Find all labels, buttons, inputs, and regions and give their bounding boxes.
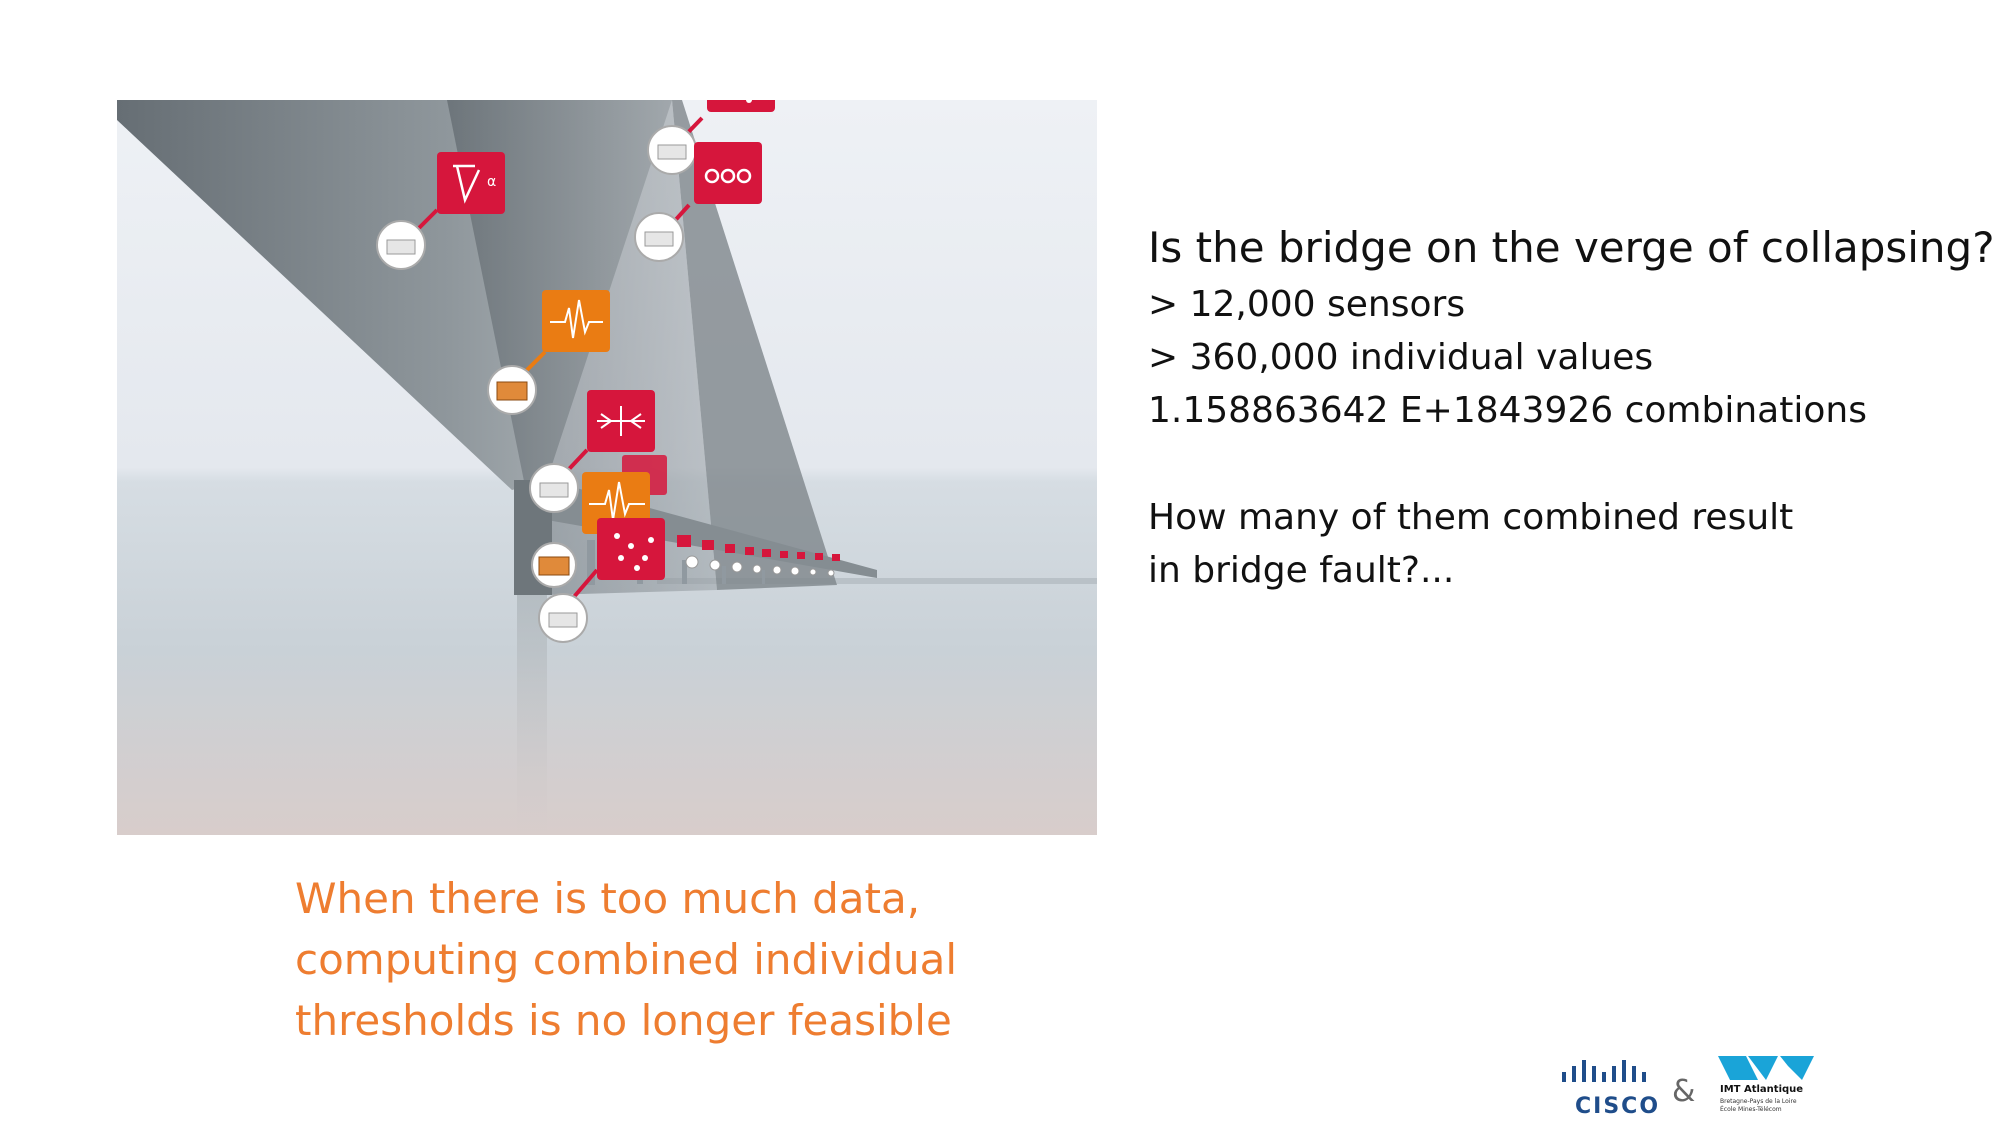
ampersand: & <box>1672 1074 1696 1109</box>
question-line-2: in bridge fault?... <box>1148 550 1455 591</box>
slide-body: Is the bridge on the verge of collapsing… <box>1148 218 1998 597</box>
logo-bar: CISCO & IMT Atlantique Bretagne-Pays de … <box>1560 1052 1840 1122</box>
particles-icon <box>538 518 665 643</box>
vibration-icon <box>487 290 610 415</box>
displacement-icon <box>529 390 655 513</box>
bridge-illustration: α <box>117 100 1097 835</box>
caption-line-3: thresholds is no longer feasible <box>295 996 952 1045</box>
fact-values: > 360,000 individual values <box>1148 337 1654 378</box>
caption: When there is too much data, computing c… <box>295 868 1055 1051</box>
particles-icon <box>647 100 775 175</box>
fact-sensors: > 12,000 sensors <box>1148 284 1466 325</box>
fact-combinations: 1.158863642 E+1843926 combinations <box>1148 390 1867 431</box>
strain-gauge-icon: α <box>376 152 505 270</box>
cisco-logo: CISCO <box>1575 1094 1661 1119</box>
spacer <box>1148 437 1998 491</box>
caption-line-2: computing combined individual <box>295 935 958 984</box>
imt-name: IMT Atlantique <box>1720 1084 1804 1095</box>
bridge-photo: α <box>117 100 1097 835</box>
imt-subtitle: Bretagne-Pays de la Loire École Mines-Té… <box>1720 1098 1797 1114</box>
cisco-bars-icon <box>1562 1060 1646 1082</box>
headline: Is the bridge on the verge of collapsing… <box>1148 223 1995 272</box>
humidity-icon <box>634 142 762 262</box>
question-line-1: How many of them combined result <box>1148 497 1794 538</box>
imt-logo-icon <box>1718 1056 1814 1080</box>
imt-sub-line-1: Bretagne-Pays de la Loire <box>1720 1098 1797 1105</box>
caption-line-1: When there is too much data, <box>295 874 921 923</box>
svg-text:α: α <box>487 174 496 190</box>
imt-sub-line-2: École Mines-Télécom <box>1720 1106 1782 1113</box>
